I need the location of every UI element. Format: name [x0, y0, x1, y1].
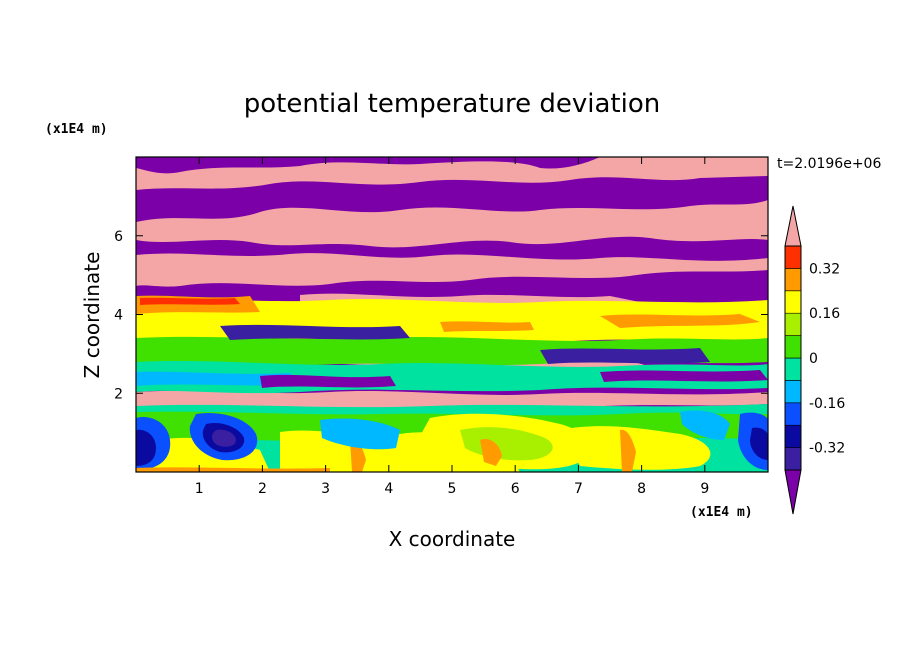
- time-label: t=2.0196e+06: [777, 156, 881, 172]
- x-tick-label: 9: [700, 481, 709, 497]
- colorbar-label: 0.16: [809, 306, 840, 322]
- x-axis-label: X coordinate: [389, 527, 516, 551]
- colorbar-label: 0.32: [809, 261, 840, 277]
- contour-field: [136, 157, 768, 472]
- x-tick-label: 4: [384, 481, 393, 497]
- colorbar-label: -0.32: [809, 441, 845, 457]
- colorbar-frame: [784, 245, 802, 471]
- colorbar-segment: [784, 245, 802, 269]
- colorbar: 0.32 0.16 0 -0.16 -0.32: [784, 205, 845, 515]
- colorbar-segment: [784, 357, 802, 381]
- colorbar-segment: [784, 290, 802, 314]
- z-unit-label: (x1E4 m): [45, 122, 108, 137]
- x-tick-label: 1: [195, 481, 204, 497]
- colorbar-segment: [784, 380, 802, 404]
- colorbar-segment: [784, 335, 802, 359]
- colorbar-segment: [784, 424, 802, 448]
- colorbar-label: 0: [809, 351, 818, 367]
- y-axis-label: Z coordinate: [80, 252, 104, 379]
- chart-title: potential temperature deviation: [244, 89, 660, 119]
- x-tick-label: 7: [574, 481, 583, 497]
- y-tick-label: 2: [114, 386, 123, 402]
- colorbar-segment: [784, 268, 802, 292]
- y-tick-label: 4: [114, 308, 123, 324]
- x-tick-label: 6: [511, 481, 520, 497]
- colorbar-segment: [784, 312, 802, 336]
- x-tick-label: 2: [258, 481, 267, 497]
- x-tick-label: 5: [448, 481, 457, 497]
- colorbar-segment: [784, 402, 802, 426]
- colorbar-extend-low: [784, 469, 802, 515]
- x-axis-ticks: 1 2 3 4 5 6 7 8 9: [195, 157, 709, 497]
- x-unit-label: (x1E4 m): [690, 505, 753, 520]
- y-axis-ticks: 2 4 6: [114, 229, 768, 402]
- colorbar-label: -0.16: [809, 396, 845, 412]
- colorbar-segment: [784, 447, 802, 471]
- y-tick-label: 6: [114, 229, 123, 245]
- x-tick-label: 3: [321, 481, 330, 497]
- colorbar-extend-high: [784, 205, 802, 247]
- x-tick-label: 8: [637, 481, 646, 497]
